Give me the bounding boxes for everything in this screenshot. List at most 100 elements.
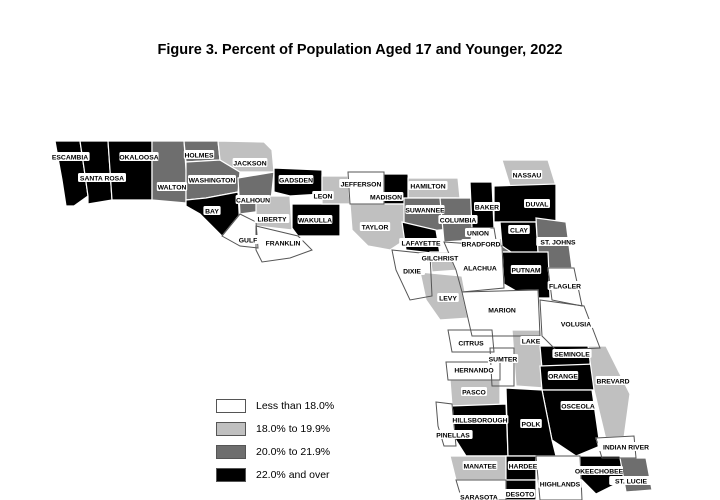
county-label-box	[504, 489, 536, 498]
legend-swatch-3	[216, 467, 246, 482]
county-label-indian-river: INDIAN RIVER	[597, 442, 655, 451]
county-label-union: UNION	[465, 228, 491, 237]
county-label-text: HERNANDO	[454, 367, 493, 374]
county-label-taylor: TAYLOR	[359, 222, 391, 231]
county-label-text: LIBERTY	[257, 216, 287, 223]
county-label-box	[437, 293, 459, 302]
county-label-text: LAFAYETTE	[401, 240, 440, 247]
county-label-box	[459, 492, 499, 500]
county-label-calhoun: CALHOUN	[235, 195, 271, 204]
county-label-box	[520, 419, 542, 428]
county-label-box	[465, 228, 491, 237]
county-label-text: HILLSBOROUGH	[452, 417, 507, 424]
county-label-gilchrist: GILCHRIST	[418, 253, 462, 262]
county-label-jackson: JACKSON	[232, 158, 268, 167]
county-label-suwannee: SUWANNEE	[405, 205, 445, 214]
county-label-box	[50, 152, 90, 161]
county-label-clay: CLAY	[508, 225, 530, 234]
county-label-lafayette: LAFAYETTE	[399, 238, 443, 247]
legend-swatch-0	[216, 398, 246, 413]
county-label-box	[558, 319, 594, 328]
county-label-box	[119, 152, 159, 161]
county-label-manatee: MANATEE	[462, 461, 498, 470]
county-label-text: WASHINGTON	[189, 177, 236, 184]
county-label-text: GILCHRIST	[422, 255, 459, 262]
county-label-box	[538, 479, 582, 488]
county-label-text: OKEECHOBEE	[575, 468, 624, 475]
county-label-hillsborough: HILLSBOROUGH	[451, 415, 509, 424]
county-label-hamilton: HAMILTON	[408, 181, 448, 190]
county-label-box	[575, 466, 623, 475]
county-label-text: HOLMES	[184, 152, 214, 159]
county-label-box	[254, 214, 290, 223]
county-label-text: VOLUSIA	[561, 321, 591, 328]
county-label-holmes: HOLMES	[183, 150, 215, 159]
county-label-box	[399, 266, 425, 275]
county-label-st-johns: ST. JOHNS	[536, 237, 580, 246]
county-label-text: LEON	[314, 193, 333, 200]
county-outline-hernando	[445, 361, 501, 381]
county-label-box	[508, 225, 530, 234]
county-label-text: ORANGE	[548, 373, 578, 380]
county-st-lucie	[619, 457, 653, 493]
county-label-text: PASCO	[462, 389, 486, 396]
county-label-citrus: CITRUS	[455, 338, 487, 347]
county-label-text: CALHOUN	[236, 197, 270, 204]
county-label-walton: WALTON	[156, 182, 188, 191]
county-label-bradford: BRADFORD	[461, 239, 501, 248]
county-label-text: BREVARD	[596, 378, 629, 385]
county-label-liberty: LIBERTY	[254, 214, 290, 223]
county-label-text: MANATEE	[463, 463, 497, 470]
county-label-box	[408, 181, 448, 190]
county-label-box	[405, 205, 445, 214]
county-label-text: SUWANNEE	[405, 207, 445, 214]
county-label-text: BAY	[205, 208, 219, 215]
legend-label-2: 20.0% to 21.9%	[256, 445, 331, 458]
county-label-box	[203, 206, 221, 215]
legend-item-3: 22.0% and over	[216, 463, 334, 486]
county-label-box	[511, 170, 543, 179]
county-label-text: COLUMBIA	[440, 217, 477, 224]
county-label-text: MADISON	[370, 194, 402, 201]
legend-item-1: 18.0% to 19.9%	[216, 417, 334, 440]
county-label-box	[368, 192, 404, 201]
county-label-text: OSCEOLA	[561, 403, 595, 410]
county-label-leon: LEON	[312, 191, 334, 200]
county-outline-pinellas	[435, 401, 457, 447]
county-label-volusia: VOLUSIA	[558, 319, 594, 328]
county-label-box	[609, 476, 653, 485]
county-label-hernando: HERNANDO	[454, 365, 494, 374]
county-label-box	[438, 215, 478, 224]
county-label-text: HIGHLANDS	[540, 481, 581, 488]
county-label-levy: LEVY	[437, 293, 459, 302]
county-label-gadsden: GADSDEN	[278, 175, 314, 184]
county-label-washington: WASHINGTON	[188, 175, 236, 184]
county-label-box	[462, 461, 498, 470]
county-label-marion: MARION	[486, 305, 518, 314]
county-label-text: MARION	[488, 307, 516, 314]
county-label-box	[232, 158, 268, 167]
county-label-escambia: ESCAMBIA	[50, 152, 90, 161]
county-label-polk: POLK	[520, 419, 542, 428]
county-label-text: LAKE	[522, 338, 541, 345]
county-label-text: BRADFORD	[462, 241, 501, 248]
county-label-bay: BAY	[203, 206, 221, 215]
county-label-wakulla: WAKULLA	[297, 215, 333, 224]
county-label-box	[339, 179, 383, 188]
county-label-box	[455, 338, 487, 347]
county-label-text: PUTNAM	[511, 267, 540, 274]
county-label-text: ST. JOHNS	[540, 239, 576, 246]
county-label-box	[235, 195, 271, 204]
county-label-sarasota: SARASOTA	[459, 492, 499, 500]
county-label-alachua: ALACHUA	[462, 263, 498, 272]
county-label-box	[524, 199, 550, 208]
county-label-pinellas: PINELLAS	[433, 430, 473, 439]
county-label-box	[547, 281, 583, 290]
county-label-box	[552, 349, 592, 358]
county-label-dixie: DIXIE	[399, 266, 425, 275]
county-label-seminole: SEMINOLE	[552, 349, 592, 358]
county-label-text: NASSAU	[513, 172, 542, 179]
legend-label-3: 22.0% and over	[256, 468, 330, 481]
county-label-box	[487, 354, 519, 363]
